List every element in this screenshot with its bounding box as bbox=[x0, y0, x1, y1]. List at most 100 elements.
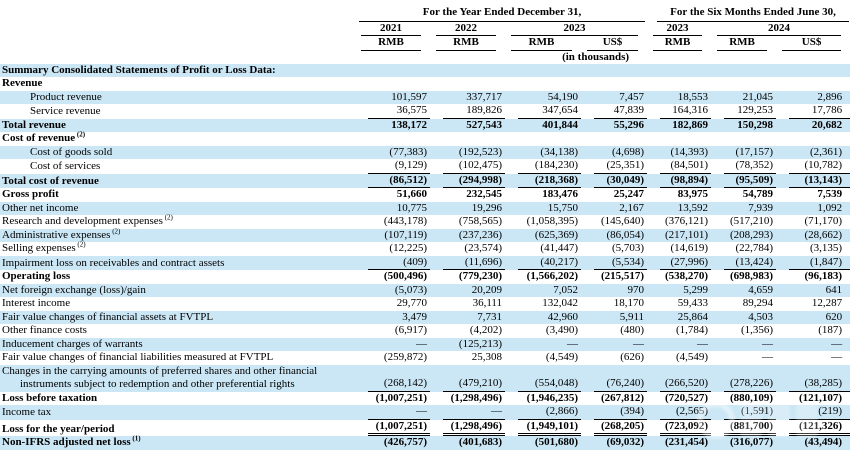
cell-value: (9,129) bbox=[355, 159, 430, 174]
table-row: Operating loss (500,496) (779,230) (1,566,2… bbox=[0, 270, 850, 284]
cell-value: (625,369) bbox=[534, 228, 578, 241]
cell-value: (34,138) bbox=[540, 145, 578, 158]
cell-value bbox=[581, 64, 647, 78]
cell-value: (259,872) bbox=[383, 351, 427, 363]
cell-value: (98,894) bbox=[647, 174, 712, 188]
cell-value: (881,700) bbox=[711, 420, 777, 436]
cell-value: 89,294 bbox=[742, 297, 774, 309]
cell-value: 13,592 bbox=[677, 201, 709, 214]
row-label: Operating loss bbox=[2, 270, 71, 282]
cell-value: — bbox=[831, 351, 843, 363]
currency-col-3: RMB bbox=[505, 36, 581, 51]
cell-value: (11,696) bbox=[430, 256, 505, 270]
cell-value: 54,190 bbox=[547, 90, 578, 103]
cell-value: (266,520) bbox=[647, 365, 712, 392]
cell-value: 7,731 bbox=[477, 310, 502, 323]
page: { "header": { "annual_group": "For the Y… bbox=[0, 3, 850, 455]
cell-value: (2,361) bbox=[809, 145, 843, 158]
cell-value: (1,591) bbox=[711, 405, 777, 420]
cell-value bbox=[647, 64, 711, 78]
cell-value: (17,157) bbox=[735, 145, 774, 158]
cell-value: 101,597 bbox=[391, 90, 427, 103]
row-label: Loss before taxation bbox=[2, 391, 98, 404]
row-label: Interest income bbox=[2, 297, 71, 309]
footnote-marker: (2) bbox=[75, 130, 86, 139]
cell-value: (394) bbox=[581, 405, 648, 420]
cell-value: (78,352) bbox=[711, 159, 777, 174]
cell-value: 150,298 bbox=[737, 118, 774, 131]
cell-value: (219) bbox=[776, 405, 850, 420]
cell-value bbox=[711, 132, 776, 146]
cell-value: 4,503 bbox=[748, 310, 774, 323]
cell-value bbox=[711, 77, 776, 91]
cell-value: 527,543 bbox=[466, 118, 502, 131]
cell-value: (27,996) bbox=[647, 256, 712, 270]
cell-value: (121,326) bbox=[776, 420, 850, 436]
year-2024-interim: 2024 bbox=[711, 22, 850, 36]
cell-value: (14,619) bbox=[670, 242, 709, 254]
cell-value: (401,683) bbox=[458, 436, 502, 448]
cell-value: (41,447) bbox=[540, 242, 578, 254]
cell-value: — bbox=[633, 337, 645, 350]
cell-value: 183,476 bbox=[542, 188, 578, 200]
cell-value: 36,111 bbox=[472, 297, 502, 309]
cell-value: (4,549) bbox=[545, 351, 578, 363]
cell-value: 189,826 bbox=[430, 104, 505, 119]
row-label: Fair value changes of financial assets a… bbox=[2, 310, 214, 323]
cell-value: 347,654 bbox=[505, 104, 581, 119]
cell-value: 2,896 bbox=[817, 90, 843, 103]
table-row: Impairment loss on receivables and contr… bbox=[0, 255, 850, 270]
table-body: Summary Consolidated Statements of Profi… bbox=[0, 63, 850, 450]
table-row: Product revenue 101,597 337,717 54,190 7,457… bbox=[0, 90, 850, 104]
cell-value: (121,107) bbox=[798, 391, 843, 404]
cell-value: (13,143) bbox=[776, 174, 850, 188]
currency-col-7: US$ bbox=[776, 36, 850, 51]
cell-value: 7,052 bbox=[553, 283, 578, 296]
cell-value: 182,869 bbox=[672, 118, 709, 131]
table-row: Income tax — — (2,866) (394) (2,565) (1,591) (2… bbox=[0, 405, 850, 420]
cell-value: (698,983) bbox=[729, 270, 774, 282]
cell-value: 15,750 bbox=[547, 201, 578, 214]
table-row: Loss for the year/period (1,007,251) (1,29… bbox=[0, 420, 850, 436]
cell-value: (1,949,101) bbox=[505, 420, 581, 436]
currency-col-2: RMB bbox=[430, 36, 505, 51]
cell-value: 25,247 bbox=[613, 188, 645, 200]
cell-value: 18,553 bbox=[677, 90, 709, 103]
cell-value: (23,574) bbox=[464, 242, 502, 254]
cell-value bbox=[776, 77, 850, 91]
cell-value: (14,393) bbox=[670, 145, 709, 158]
cell-value: 3,479 bbox=[402, 310, 427, 323]
currency-col-5: RMB bbox=[647, 36, 711, 51]
table-row: Interest income 29,770 36,111 132,042 18,170… bbox=[0, 297, 850, 311]
header-label-spacer bbox=[0, 3, 355, 22]
cell-value: (426,757) bbox=[383, 436, 427, 448]
cell-value: (268,205) bbox=[581, 420, 648, 436]
table-row: Other finance costs (6,917) (4,202) (3,490)… bbox=[0, 324, 850, 338]
cell-value: 337,717 bbox=[466, 90, 502, 103]
cell-value: (5,703) bbox=[611, 242, 645, 254]
table-row: Summary Consolidated Statements of Profi… bbox=[0, 63, 850, 78]
cell-value bbox=[776, 132, 850, 146]
cell-value: (77,383) bbox=[389, 145, 427, 158]
cell-value: (96,183) bbox=[804, 270, 843, 282]
row-label: Research and development expenses (2) bbox=[2, 213, 173, 227]
cell-value: (316,077) bbox=[729, 436, 774, 448]
cell-value: (28,662) bbox=[804, 228, 843, 241]
cell-value: — bbox=[831, 337, 843, 350]
row-label: Net foreign exchange (loss)/gain bbox=[2, 283, 146, 296]
row-label: Cost of goods sold bbox=[30, 145, 113, 158]
cell-value: 7,939 bbox=[748, 201, 774, 214]
financial-statement-table: For the Year Ended December 31, For the … bbox=[0, 3, 850, 450]
table-row: Loss before taxation (1,007,251) (1,298,49… bbox=[0, 392, 850, 406]
table-row: Cost of goods sold (77,383) (192,523) (34,1… bbox=[0, 145, 850, 159]
cell-value bbox=[581, 132, 647, 146]
table-row: Inducement charges of warrants — (125,213)… bbox=[0, 337, 850, 351]
cell-value: (376,121) bbox=[664, 215, 709, 227]
cell-value: — bbox=[762, 351, 774, 363]
cell-value: (217,101) bbox=[664, 228, 709, 241]
cell-value: (723,092) bbox=[647, 420, 712, 436]
row-label: Inducement charges of warrants bbox=[2, 337, 143, 350]
cell-value: (208,293) bbox=[729, 228, 774, 241]
cell-value: 1,092 bbox=[817, 201, 843, 214]
footnote-marker: (2) bbox=[75, 240, 86, 249]
